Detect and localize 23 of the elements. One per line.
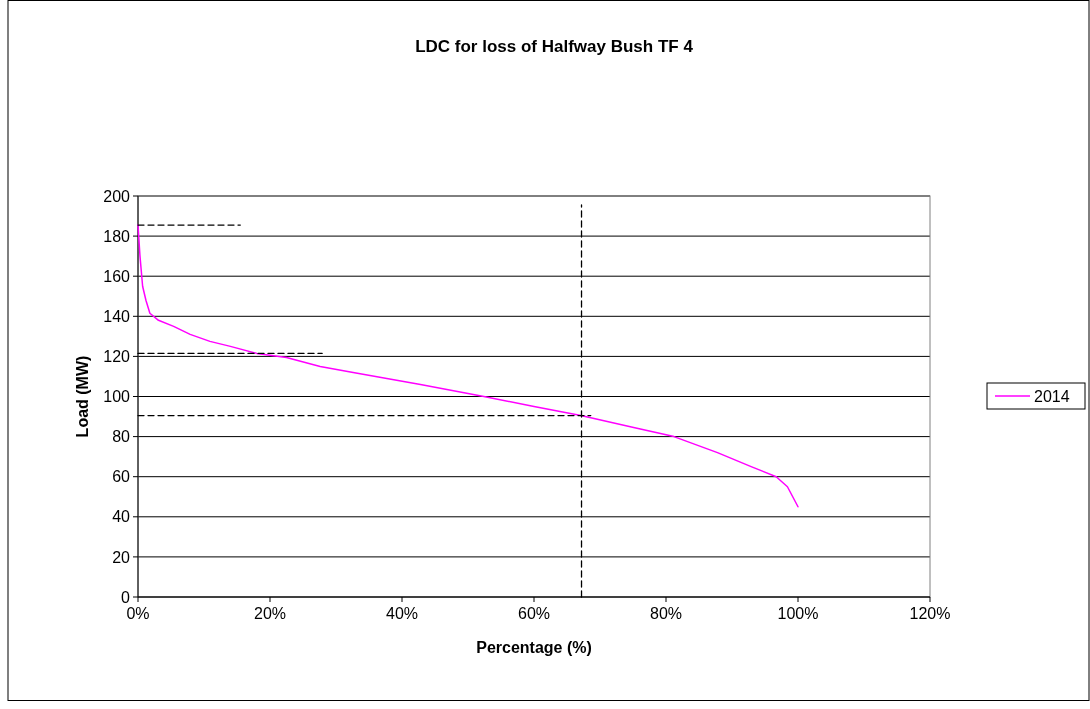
x-tick-label: 0% — [126, 605, 150, 622]
y-tick-label: 140 — [103, 307, 131, 325]
x-tick-label: 120% — [909, 605, 951, 622]
chart-title: LDC for loss of Halfway Bush TF 4 — [415, 37, 694, 56]
x-tick-label: 60% — [517, 605, 551, 622]
y-tick-label: 40 — [112, 508, 131, 526]
legend-label: 2014 — [1034, 387, 1070, 405]
x-axis-title: Percentage (%) — [476, 639, 592, 656]
y-tick-label: 100 — [103, 388, 131, 406]
y-axis-title: Load (MW) — [74, 355, 91, 438]
y-tick-label: 180 — [103, 227, 131, 245]
y-tick-label: 0 — [121, 588, 131, 606]
line-series — [137, 224, 799, 508]
y-tick-label: 200 — [103, 187, 131, 205]
y-tick-label: 160 — [103, 267, 131, 285]
x-tick-label: 20% — [253, 605, 287, 622]
x-tick-label: 100% — [777, 605, 819, 622]
y-tick-label: 80 — [112, 428, 131, 446]
y-tick-label: 120 — [103, 348, 131, 365]
x-tick-label: 80% — [649, 605, 683, 622]
y-tick-label: 60 — [112, 468, 131, 486]
x-tick-label: 40% — [385, 605, 419, 622]
y-tick-label: 20 — [112, 548, 131, 566]
